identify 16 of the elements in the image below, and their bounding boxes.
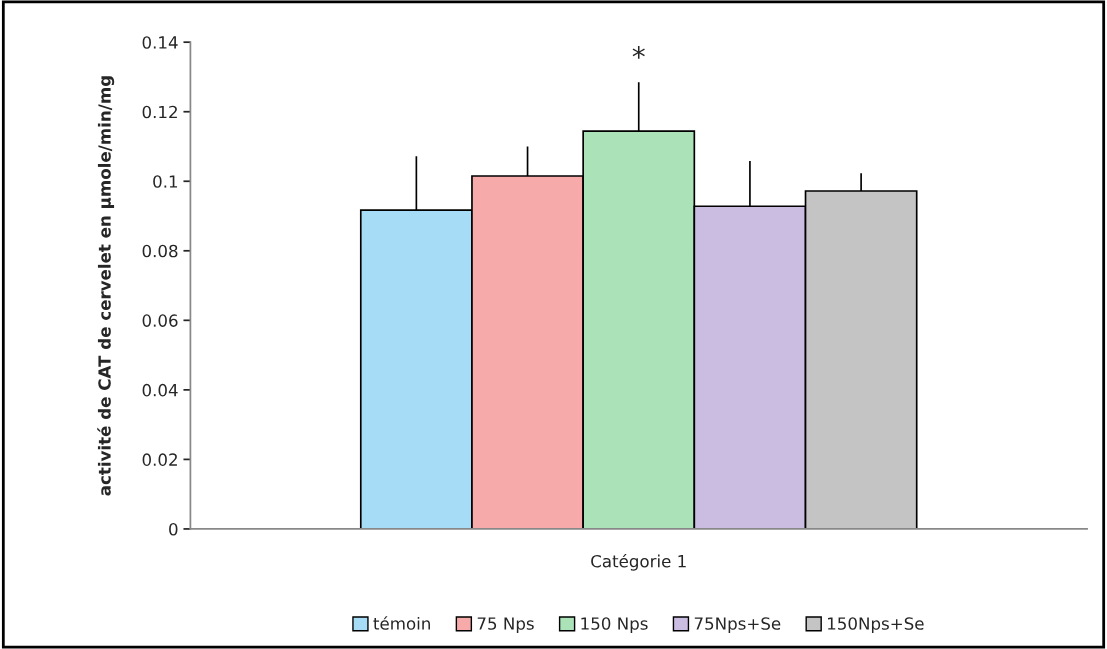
y-tick-label: 0.02: [142, 453, 177, 466]
legend-label: témoin: [373, 616, 430, 630]
y-tick-label: 0.14: [142, 36, 178, 49]
y-tick-label: 0.1: [153, 175, 178, 188]
legend-label: 150Nps+Se: [828, 617, 924, 634]
legend-label: 75Nps+Se: [694, 617, 781, 634]
y-tick-label: 0: [169, 522, 178, 536]
annotation: *: [632, 46, 645, 59]
y-tick-label: 0.04: [142, 383, 178, 397]
y-axis-title: activité de CAT de cervelet en µmole/min/mg: [97, 76, 115, 496]
y-tick-label: 0.06: [142, 314, 178, 327]
legend-label: 75 Nps: [477, 617, 534, 634]
y-tick-label: 0.12: [142, 105, 177, 119]
x-tick-label: Catégorie 1: [591, 553, 686, 571]
y-tick-label: 0.08: [142, 244, 178, 258]
legend-label: 150 Nps: [581, 617, 648, 634]
